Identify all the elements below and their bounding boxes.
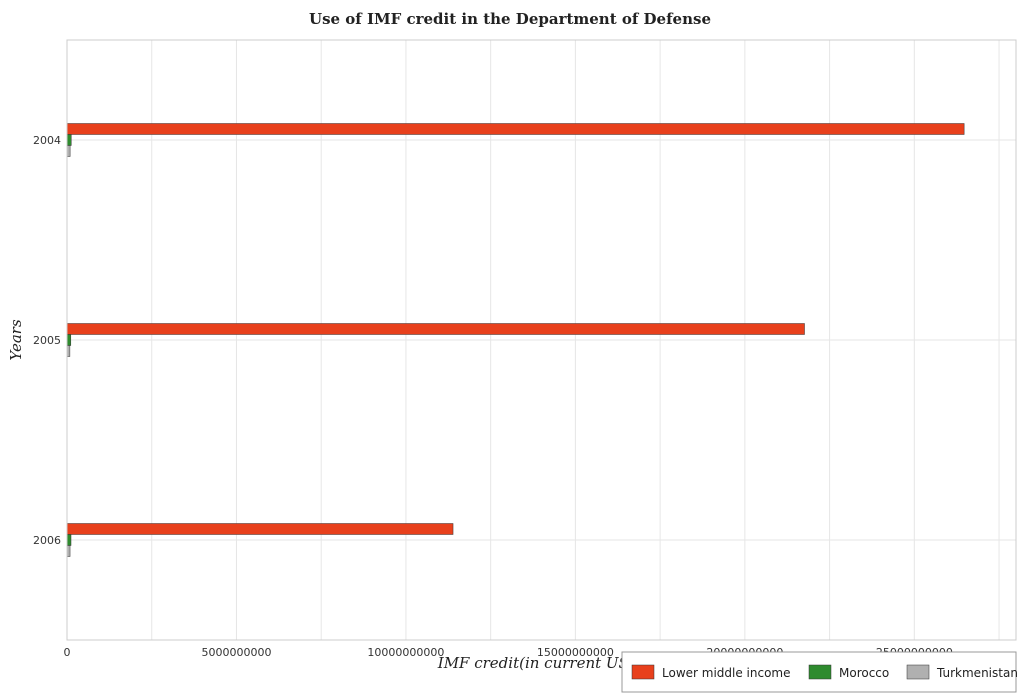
x-tick-label: 10000000000 [367,646,444,659]
legend-label-lower-middle-income: Lower middle income [662,666,791,680]
bar-morocco-2005 [66,334,72,346]
x-tick-label: 15000000000 [537,646,614,659]
bar-morocco-2004 [66,134,72,146]
chart-title: Use of IMF credit in the Department of D… [309,10,711,28]
bar-lower-middle-income-2004 [66,123,965,135]
grid [66,40,1016,640]
y-ticks: 2004 2005 2006 [33,134,61,547]
y-tick-label: 2005 [33,334,61,347]
bar-lower-middle-income-2005 [66,323,805,335]
plot-frame [66,39,1017,641]
y-tick-label: 2004 [33,134,61,147]
legend-label-morocco: Morocco [839,666,889,680]
x-tick-label: 5000000000 [201,646,271,659]
legend-swatch-turkmenistan [906,664,930,680]
legend: Lower middle income Morocco Turkmenistan [621,651,1018,693]
legend-swatch-morocco [808,664,832,680]
bar-lower-middle-income-2006 [66,523,454,535]
bars [66,123,965,557]
legend-swatch-lower-middle-income [631,664,655,680]
x-axis-label: IMF credit(in current US$) [437,654,645,672]
y-tick-label: 2006 [33,534,61,547]
bar-morocco-2006 [66,534,72,546]
legend-label-turkmenistan: Turkmenistan [936,666,1018,680]
y-axis-label: Years [7,319,25,361]
x-tick-label: 0 [64,646,71,659]
